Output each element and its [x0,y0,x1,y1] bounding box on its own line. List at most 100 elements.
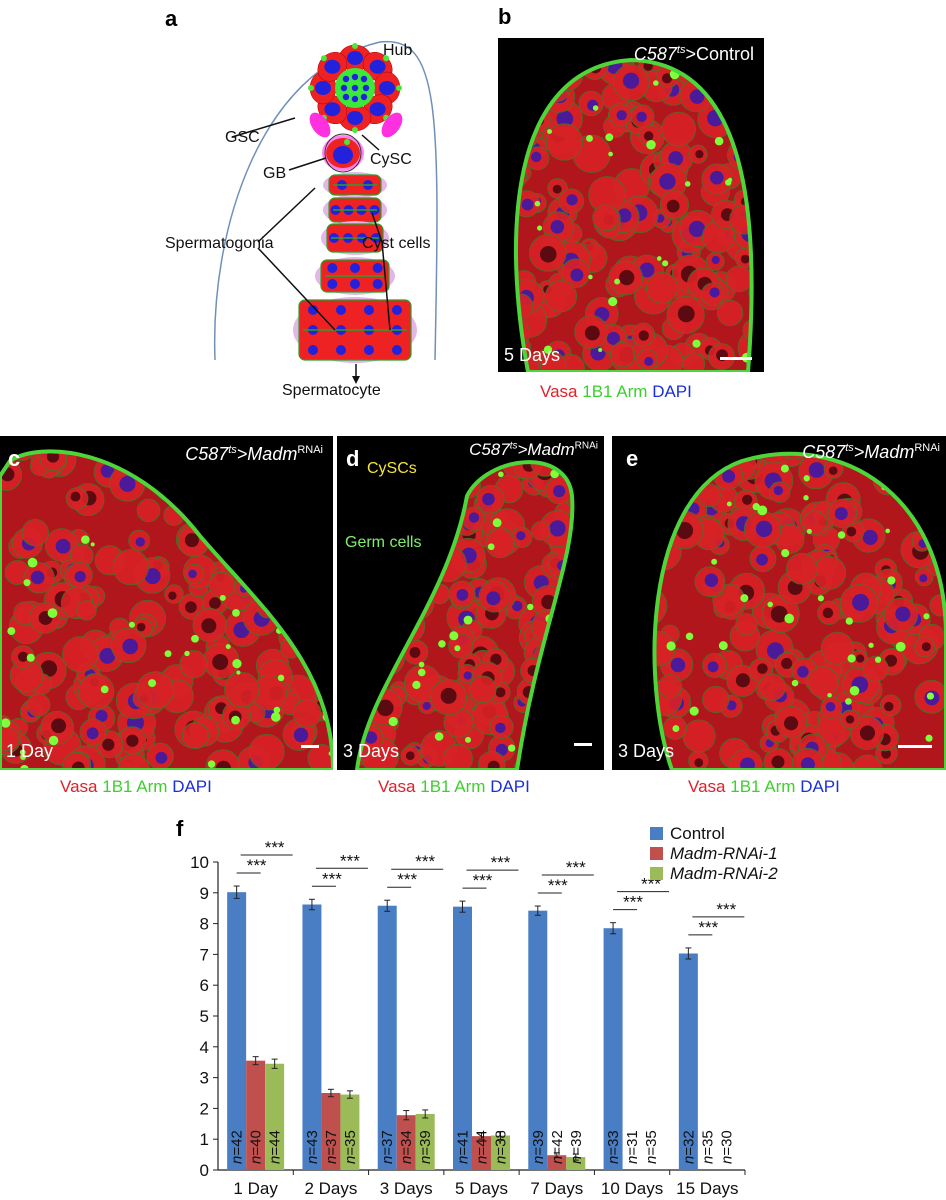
y-tick-label: 10 [190,853,209,872]
n-label: n=39 [530,1130,547,1164]
n-label: n=39 [568,1130,585,1164]
significance-label: *** [473,871,493,890]
stain-caption-e: Vasa 1B1 Arm DAPI [688,777,840,796]
bar [566,1157,586,1170]
significance-label: *** [566,858,586,877]
stain-caption-b: Vasa 1B1 Arm DAPI [540,382,692,401]
n-label: n=30 [718,1130,735,1164]
bar [396,1115,416,1170]
genotype-label-c: C587ts>MadmRNAi [185,444,323,464]
time-label-d: 3 Days [343,741,400,761]
n-label: n=38 [493,1130,510,1164]
panel-letter-a: a [165,6,178,31]
panel-letter-d: d [346,446,360,471]
n-label: n=35 [643,1130,660,1164]
bar [377,905,397,1170]
legend-swatch [650,867,663,880]
significance-label: *** [322,869,342,888]
time-label-b: 5 Days [504,345,561,365]
n-label: n=42 [549,1130,566,1164]
n-label: n=35 [699,1130,716,1164]
y-tick-label: 1 [200,1130,209,1149]
bar [265,1063,285,1170]
y-tick-label: 9 [200,884,209,903]
n-label: n=41 [455,1130,472,1164]
y-tick-label: 3 [200,1069,209,1088]
y-tick-label: 6 [200,976,209,995]
n-label: n=42 [229,1130,246,1164]
y-tick-label: 0 [200,1161,209,1180]
x-tick-label: 3 Days [380,1179,433,1198]
significance-label: *** [491,853,511,872]
n-label: n=44 [267,1130,284,1164]
bar [528,910,548,1170]
micrograph-c: C587ts>MadmRNAi 1 Day [0,436,333,770]
x-tick-label: 10 Days [601,1179,663,1198]
y-tick-label: 5 [200,1007,209,1026]
panel-letter-c: c [8,446,21,471]
genotype-label-d: C587ts>MadmRNAi [469,440,598,459]
genotype-label-b: C587ts>Control [633,44,754,64]
n-label: n=35 [342,1130,359,1164]
hub-rosette [308,43,403,138]
panel-letter-e: e [626,446,639,471]
label-spermatocyte: Spermatocyte [282,382,381,399]
label-cysc: CySC [370,151,412,168]
scale-bar-b [720,357,752,360]
genotype-label-e: C587ts>MadmRNAi [802,442,940,462]
n-label: n=40 [248,1130,265,1164]
bar [603,928,623,1170]
n-label: n=34 [398,1130,415,1164]
legend-label: Madm-RNAi-2 [670,864,778,883]
n-label: n=32 [680,1130,697,1164]
n-label: n=37 [379,1130,396,1164]
significance-label: *** [247,856,267,875]
cyscs-label: CySCs [367,460,417,477]
x-tick-label: 15 Days [676,1179,738,1198]
y-tick-label: 8 [200,915,209,934]
bar [321,1093,341,1170]
n-label: n=33 [605,1130,622,1164]
stain-caption-d: Vasa 1B1 Arm DAPI [378,777,530,796]
label-cyst-cells: Cyst cells [362,235,430,252]
significance-label: *** [265,838,285,857]
scale-bar-c [301,745,319,748]
y-tick-label: 4 [200,1038,209,1057]
bar [340,1094,360,1170]
germ-cells-label: Germ cells [345,534,422,551]
bar [302,904,322,1170]
micrograph-b: C587ts>Control 5 Days [498,38,764,372]
significance-label: *** [716,900,736,919]
label-spermatogonia: Spermatogonia [165,235,274,252]
label-gb: GB [263,165,286,182]
legend-swatch [650,827,663,840]
time-label-e: 3 Days [618,741,675,761]
panel-letter-f: f [176,816,184,841]
significance-label: *** [623,893,643,912]
legend-label: Control [670,824,725,843]
bar [491,1135,510,1170]
bar [453,906,472,1170]
testis-schematic: Hub GSC CySC GB Spermatogonia Cyst cells… [165,40,438,399]
x-tick-label: 7 Days [530,1179,583,1198]
bar [547,1155,567,1170]
micrograph-d: C587ts>MadmRNAi CySCs Germ cells 3 Days [337,436,604,770]
legend-swatch [650,847,663,860]
bar [678,953,698,1170]
y-tick-label: 2 [200,1099,209,1118]
bar [472,1136,491,1170]
significance-label: *** [340,851,360,870]
x-tick-label: 5 Days [455,1179,508,1198]
label-hub: Hub [383,42,412,59]
stain-caption-c: Vasa 1B1 Arm DAPI [60,777,212,796]
x-tick-label: 2 Days [304,1179,357,1198]
x-tick-label: 1 Day [233,1179,278,1198]
significance-label: *** [698,918,718,937]
n-label: n=31 [624,1130,641,1164]
n-label: n=37 [323,1130,340,1164]
time-label-c: 1 Day [6,741,54,761]
n-label: n=43 [304,1130,321,1164]
n-label: n=44 [474,1130,491,1164]
